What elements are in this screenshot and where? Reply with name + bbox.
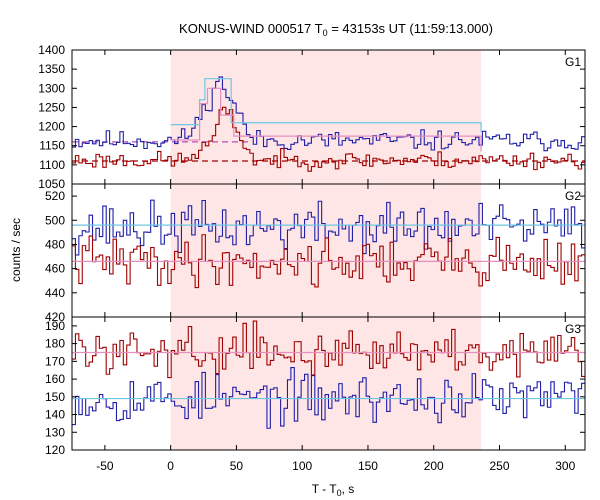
chart-panels: 10501100115012001250130013501400G1420440… — [38, 43, 586, 473]
panel-g2: 420 440 460 480 500 520 G2 — [45, 183, 586, 324]
y-tick-label: 160 — [45, 372, 65, 386]
light-curve-series-blue — [72, 199, 585, 256]
light-curve-series-red — [72, 106, 585, 172]
y-axis-label: counts / sec — [9, 218, 23, 282]
x-tick-label: 300 — [555, 459, 575, 473]
fit-level-pink — [170, 87, 482, 152]
y-tick-label: 180 — [45, 337, 65, 351]
x-tick-label: 150 — [358, 459, 378, 473]
x-tick-label: 200 — [424, 459, 444, 473]
y-tick-label: 1050 — [38, 177, 65, 191]
y-tick-label: 1150 — [39, 139, 65, 153]
light-curve-series-blue — [72, 76, 585, 152]
x-tick-label: 250 — [489, 459, 509, 473]
y-tick-label: 1300 — [38, 81, 65, 95]
y-tick-label: 1350 — [38, 62, 65, 76]
y-tick-label: 500 — [45, 213, 65, 227]
x-tick-label: 50 — [230, 459, 244, 473]
y-tick-label: 1400 — [38, 43, 65, 57]
x-tick-label: 100 — [292, 459, 312, 473]
y-tick-label: 1200 — [38, 120, 65, 134]
x-axis-label: T - T0, s — [312, 482, 355, 498]
burst-interval-highlight — [170, 50, 482, 450]
panel-label: G3 — [565, 322, 581, 336]
x-tick-label: -50 — [96, 459, 114, 473]
y-tick-label: 460 — [45, 262, 65, 276]
panel-label: G2 — [565, 189, 581, 203]
panel-plot-area — [72, 76, 585, 172]
y-tick-label: 1100 — [39, 158, 65, 172]
y-tick-label: 190 — [45, 319, 65, 333]
y-tick-label: 120 — [45, 443, 65, 457]
chart-title: KONUS-WIND 000517 T0 = 43153s UT (11:59:… — [179, 21, 493, 38]
y-tick-label: 130 — [45, 425, 65, 439]
y-tick-label: 480 — [45, 237, 65, 251]
y-tick-label: 520 — [45, 189, 65, 203]
y-tick-label: 150 — [45, 390, 65, 404]
y-tick-label: 420 — [45, 310, 65, 324]
y-tick-label: 440 — [45, 286, 65, 300]
panel-g3: 120 130 140 150 160 170 180 190 G3 — [45, 316, 586, 457]
panel-plot-area — [72, 199, 585, 289]
light-curve-series-red — [72, 320, 585, 379]
x-tick-label: 0 — [167, 459, 174, 473]
panel-plot-area — [72, 320, 585, 429]
y-tick-label: 170 — [45, 354, 65, 368]
panel-label: G1 — [565, 55, 581, 69]
light-curve-series-red — [72, 234, 585, 289]
y-tick-label: 140 — [45, 408, 65, 422]
y-tick-label: 1250 — [38, 100, 65, 114]
panel-frame — [71, 316, 586, 451]
